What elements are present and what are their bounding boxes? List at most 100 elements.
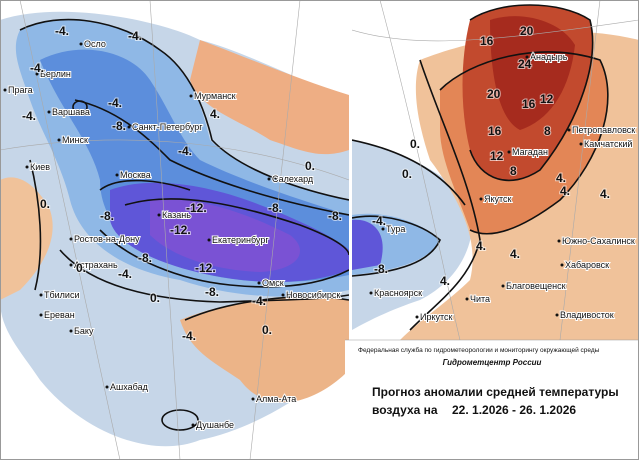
city-label: Казань — [162, 210, 191, 220]
contour-label: -8. — [205, 285, 219, 299]
city-label: Москва — [120, 170, 151, 180]
city-label: Камчатский — [584, 139, 632, 149]
contour-label: 4. — [556, 171, 566, 185]
city-label: Минск — [62, 135, 88, 145]
city-label: Мурманск — [194, 91, 236, 101]
contour-label: 20 — [487, 87, 501, 101]
contour-label: -4. — [372, 214, 386, 228]
city-label: Петропавловск — [572, 125, 635, 135]
contour-label: -8. — [328, 209, 342, 223]
city-label: Ашхабад — [110, 382, 149, 392]
city-dot — [251, 397, 255, 401]
city-label: Прага — [8, 85, 33, 95]
city-dot — [105, 385, 109, 389]
contour-label: 4. — [600, 187, 610, 201]
contour-label: 8 — [510, 164, 517, 178]
city-dot — [35, 72, 39, 76]
contour-label: 24 — [518, 57, 532, 71]
city-dot — [555, 313, 559, 317]
city-label: Владивосток — [560, 310, 614, 320]
city-label: Баку — [74, 326, 94, 336]
period: 22. 1.2026 - 26. 1.2026 — [452, 403, 576, 417]
contour-label: -4. — [55, 24, 69, 38]
city-dot — [57, 138, 61, 142]
contour-label: -4. — [128, 29, 142, 43]
contour-label: 4. — [510, 247, 520, 261]
city-dot — [3, 88, 7, 92]
contour-label: -8. — [112, 119, 126, 133]
city-label: Южно-Сахалинск — [562, 236, 635, 246]
city-dot — [115, 173, 119, 177]
city-label: Варшава — [52, 107, 90, 117]
city-dot — [567, 128, 571, 132]
city-dot — [69, 263, 73, 267]
city-label: Иркутск — [420, 312, 453, 322]
contour-label: -4. — [30, 61, 44, 75]
contour-label: 12 — [540, 92, 554, 106]
city-dot — [69, 329, 73, 333]
city-dot — [207, 238, 211, 242]
contour-label: 4. — [560, 184, 570, 198]
center: Гидрометцентр России — [443, 358, 542, 367]
city-label: Новосибирск — [286, 290, 340, 300]
caption-box — [345, 340, 639, 460]
contour-label: -4. — [22, 109, 36, 123]
contour-label: -4. — [108, 96, 122, 110]
city-dot — [507, 150, 511, 154]
city-label: Омск — [262, 278, 284, 288]
city-dot — [465, 297, 469, 301]
city-dot — [257, 281, 261, 285]
city-dot — [525, 55, 529, 59]
city-label: Хабаровск — [565, 260, 609, 270]
city-label: Анадырь — [530, 52, 568, 62]
city-label: Киев — [30, 162, 50, 172]
contour-label: 12 — [490, 149, 504, 163]
contour-label: -4. — [252, 294, 266, 308]
city-dot — [39, 313, 43, 317]
contour-label: 0. — [402, 167, 412, 181]
city-label: Берлин — [40, 69, 71, 79]
contour-label: -12. — [195, 261, 216, 275]
city-dot — [69, 237, 73, 241]
contour-label: -12. — [186, 201, 207, 215]
subtitle: воздуха на — [372, 403, 438, 417]
city-dot — [479, 197, 483, 201]
contour-label: -4. — [178, 144, 192, 158]
city-dot — [127, 125, 131, 129]
contour-label: 16 — [522, 97, 536, 111]
city-label: Тбилиси — [44, 290, 80, 300]
city-label: Тура — [386, 224, 405, 234]
city-dot — [501, 284, 505, 288]
contour-label: -4. — [118, 267, 132, 281]
contour-label: -8. — [138, 251, 152, 265]
left-panel — [0, 0, 349, 460]
city-dot — [267, 177, 271, 181]
contour-label: 20 — [520, 24, 534, 38]
city-label: Екатеринбург — [212, 235, 269, 245]
city-label: Салехард — [272, 174, 314, 184]
city-label: Благовещенск — [506, 281, 566, 291]
city-label: Магадан — [512, 147, 548, 157]
city-label: Ереван — [44, 310, 75, 320]
contour-label: -8. — [268, 201, 282, 215]
contour-label: -8. — [100, 209, 114, 223]
contour-label: 16 — [480, 34, 494, 48]
city-label: Алма-Ата — [256, 394, 296, 404]
city-label: Якутск — [484, 194, 512, 204]
city-dot — [560, 263, 564, 267]
city-dot — [79, 42, 83, 46]
contour-label: 8 — [544, 124, 551, 138]
city-dot — [557, 239, 561, 243]
city-dot — [579, 142, 583, 146]
city-dot — [189, 94, 193, 98]
city-dot — [415, 315, 419, 319]
city-dot — [369, 291, 373, 295]
city-label: Астрахань — [74, 260, 118, 270]
agency: Федеральная служба по гидрометеорологии … — [358, 346, 600, 354]
city-dot — [39, 293, 43, 297]
contour-label: 0. — [40, 197, 50, 211]
contour-label: 16 — [488, 124, 502, 138]
contour-label: 0. — [410, 137, 420, 151]
contour-label: 4. — [476, 239, 486, 253]
